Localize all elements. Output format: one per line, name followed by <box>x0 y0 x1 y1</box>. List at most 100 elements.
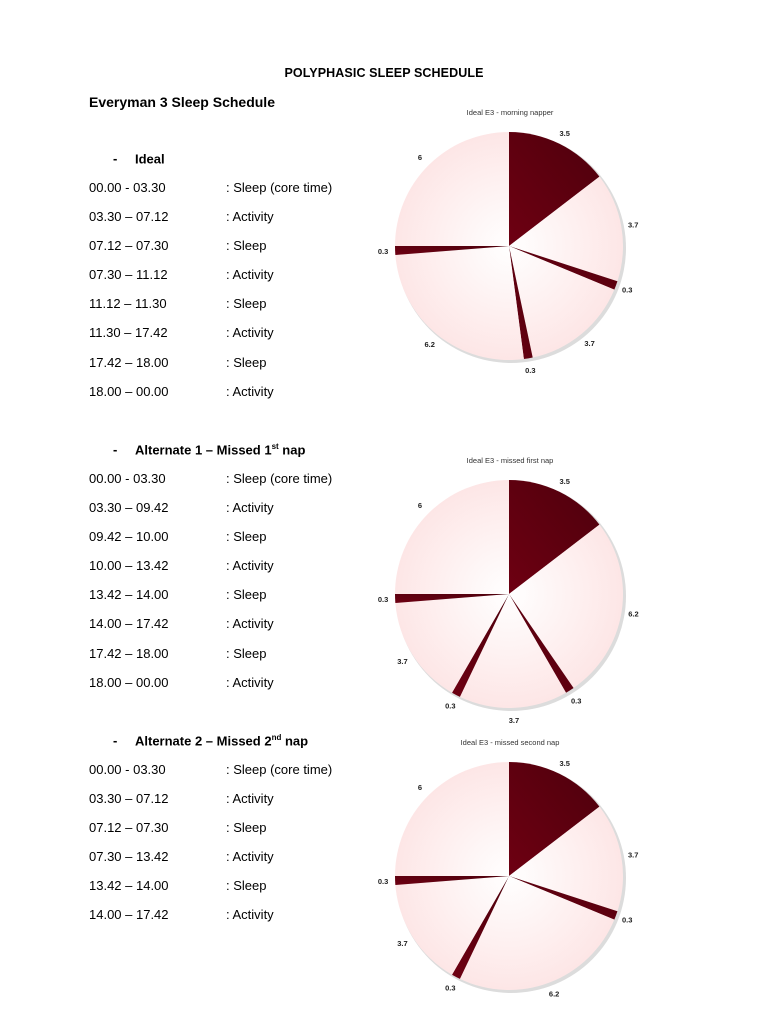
pie-slice-activity <box>395 132 509 246</box>
pie-slice-label: 6.2 <box>549 990 559 999</box>
pie-slice-activity <box>509 524 623 688</box>
activity-label: : Activity <box>226 907 274 923</box>
time-range: 13.42 – 14.00 <box>89 587 169 603</box>
chart-title: Ideal E3 - missed first nap <box>466 456 554 465</box>
pie-slice-activity <box>509 806 623 912</box>
bullet-dash: - <box>113 442 118 457</box>
pie-slice-sleep <box>395 594 509 603</box>
time-range: 00.00 - 03.30 <box>89 471 166 486</box>
chart-title: Ideal E3 - morning napper <box>466 108 554 117</box>
activity-label: : Sleep <box>226 296 267 312</box>
activity-label: : Sleep <box>226 238 267 254</box>
pie-slice-label: 0.3 <box>622 286 632 295</box>
activity-label: : Activity <box>226 616 274 632</box>
activity-label: : Activity <box>226 558 274 574</box>
time-range: 07.30 – 11.12 <box>89 267 168 283</box>
pie-slice-label: 0.3 <box>378 595 388 604</box>
time-range: 11.12 – 11.30 <box>89 296 167 312</box>
activity-label: : Activity <box>226 674 274 690</box>
time-range: 17.42 – 18.00 <box>89 645 169 661</box>
time-range: 07.30 – 13.42 <box>89 849 169 865</box>
pie-slice-label: 0.3 <box>445 984 455 993</box>
pie-slice-label: 0.3 <box>525 366 535 375</box>
time-range: 18.00 – 00.00 <box>89 383 169 399</box>
pie-slice-label: 6 <box>418 501 422 510</box>
pie-slice-sleep <box>509 480 600 594</box>
pie-chart-missed-second-nap: Ideal E3 - missed second nap 3.5 3.7 0.3 6.… <box>370 738 650 1018</box>
pie-slice-activity <box>459 594 566 708</box>
time-range: 09.42 – 10.00 <box>89 529 169 545</box>
activity-label: : Activity <box>226 267 274 283</box>
time-range: 00.00 - 03.30 <box>89 180 166 195</box>
pie-slice-sleep <box>509 876 618 920</box>
chart-title: Ideal E3 - missed second nap <box>460 738 560 747</box>
time-range: 03.30 – 07.12 <box>89 791 169 807</box>
time-range: 11.30 – 17.42 <box>89 325 168 341</box>
pie-slice-label: 6 <box>418 153 422 162</box>
pie-slice-label: 3.7 <box>509 716 519 725</box>
section-title: Everyman 3 Sleep Schedule <box>89 94 275 110</box>
pie-slice-sleep <box>509 246 618 290</box>
time-range: 10.00 – 13.42 <box>89 558 169 574</box>
time-range: 07.12 – 07.30 <box>89 820 169 836</box>
pie-slice-sleep <box>509 132 600 246</box>
activity-label: : Sleep <box>226 645 267 661</box>
pie-slice-activity <box>395 762 509 876</box>
activity-label: : Activity <box>226 500 274 516</box>
pie-slice-sleep <box>452 594 509 697</box>
activity-label: : Activity <box>226 209 274 225</box>
time-range: 18.00 – 00.00 <box>89 674 169 690</box>
bullet-dash: - <box>113 733 118 748</box>
pie-slice-label: 3.7 <box>397 657 407 666</box>
pie-slice-label: 3.5 <box>560 129 570 138</box>
pie-slice-sleep <box>509 594 574 693</box>
pie-chart-morning-napper: Ideal E3 - morning napper 3.5 3.7 0.3 3.7 0.… <box>370 108 650 388</box>
pie-slice-sleep <box>395 876 509 885</box>
time-range: 03.30 – 07.12 <box>89 209 169 225</box>
pie-slice-sleep <box>509 762 600 876</box>
time-range: 14.00 – 17.42 <box>89 616 169 632</box>
pie-slice-sleep <box>395 246 509 255</box>
pie-slice-activity <box>509 176 623 282</box>
activity-label: : Sleep (core time) <box>226 471 333 486</box>
pie-slice-label: 3.7 <box>628 851 638 860</box>
activity-label: : Sleep <box>226 354 267 370</box>
pie-slice-label: 0.3 <box>571 697 581 706</box>
pie-slice-label: 0.3 <box>622 916 632 925</box>
pie-chart-missed-first-nap: Ideal E3 - missed first nap 3.5 6.2 0.3 3.7… <box>370 456 650 736</box>
pie-slice-label: 3.5 <box>560 759 570 768</box>
pie-slice-label: 0.3 <box>445 702 455 711</box>
activity-label: : Sleep <box>226 587 267 603</box>
pie-slice-label: 0.3 <box>378 247 388 256</box>
activity-label: : Sleep (core time) <box>226 762 333 777</box>
activity-label: : Sleep <box>226 529 267 545</box>
activity-label: : Sleep (core time) <box>226 180 333 195</box>
activity-label: : Activity <box>226 791 274 807</box>
pie-slice-label: 3.7 <box>628 221 638 230</box>
pie-slice-label: 6.2 <box>628 610 638 619</box>
schedule-heading-label: Alternate 2 – Missed 2nd nap <box>135 733 309 749</box>
activity-label: : Sleep <box>226 878 267 894</box>
time-range: 13.42 – 14.00 <box>89 878 169 894</box>
pie-slice-label: 3.5 <box>560 477 570 486</box>
pie-svg: 3.5 6.2 0.3 3.7 0.3 3.7 0.3 6 <box>378 477 639 725</box>
pie-slice-sleep <box>452 876 509 979</box>
pie-slice-label: 0.3 <box>378 877 388 886</box>
activity-label: : Activity <box>226 325 274 341</box>
pie-slice-sleep <box>509 246 533 360</box>
time-range: 00.00 - 03.30 <box>89 762 166 777</box>
schedule-heading-label: Alternate 1 – Missed 1st nap <box>135 442 306 458</box>
activity-label: : Activity <box>226 849 274 865</box>
bullet-dash: - <box>113 151 118 166</box>
pie-slice-activity <box>459 876 615 990</box>
pie-slice-activity <box>395 246 524 360</box>
pie-slice-activity <box>395 480 509 594</box>
pie-slice-label: 3.7 <box>397 939 407 948</box>
pie-svg: 3.5 3.7 0.3 3.7 0.3 6.2 0.3 6 <box>378 129 639 375</box>
time-range: 03.30 – 09.42 <box>89 500 169 516</box>
pie-slice-activity <box>509 246 615 358</box>
pie-slice-label: 6 <box>418 783 422 792</box>
time-range: 17.42 – 18.00 <box>89 354 169 370</box>
pie-slice-label: 3.7 <box>584 339 594 348</box>
activity-label: : Activity <box>226 383 274 399</box>
